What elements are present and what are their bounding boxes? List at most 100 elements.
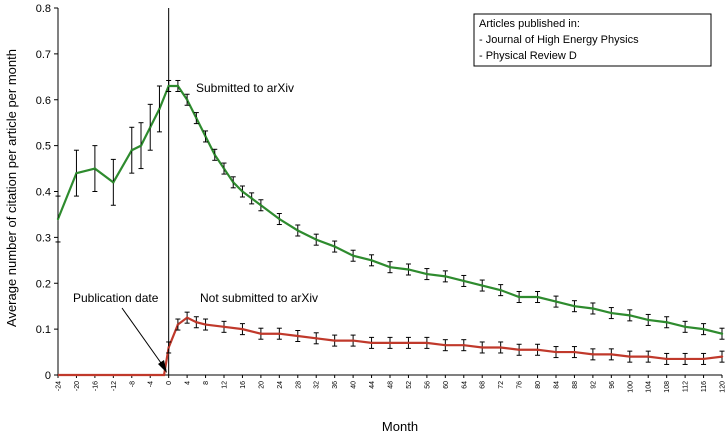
publication-date-arrowhead (158, 360, 167, 373)
data-point (167, 346, 170, 349)
x-tick-label: 64 (461, 381, 468, 389)
data-point (517, 295, 521, 299)
x-tick-label: 116 (701, 381, 708, 392)
y-tick-label: 0.1 (36, 324, 51, 336)
legend-title: Articles published in: (479, 18, 580, 30)
x-tick-label: 108 (664, 381, 671, 393)
data-point (536, 295, 539, 299)
data-point (176, 84, 180, 88)
data-point (195, 321, 198, 324)
y-axis-title: Average number of citation per article p… (4, 49, 19, 327)
x-tick-label: 120 (720, 381, 727, 393)
data-point (259, 332, 263, 335)
data-point (591, 353, 595, 356)
data-point (481, 346, 484, 349)
x-tick-label: -12 (111, 381, 118, 391)
data-point (425, 341, 429, 345)
data-point (315, 337, 318, 340)
data-point (222, 167, 226, 170)
x-tick-label: 52 (406, 381, 413, 389)
data-point (591, 307, 595, 310)
data-point (333, 245, 336, 248)
data-point (407, 341, 410, 345)
data-point (296, 334, 299, 338)
data-point (185, 98, 189, 101)
data-point (665, 357, 668, 361)
series-line-1 (58, 316, 723, 377)
data-point (232, 181, 235, 184)
data-point (296, 229, 299, 232)
data-point (56, 217, 60, 221)
data-point (278, 332, 281, 335)
x-tick-label: 56 (424, 381, 431, 389)
data-point (683, 357, 687, 361)
x-tick-label: 100 (627, 381, 634, 393)
x-tick-label: 12 (222, 381, 229, 389)
data-point (388, 341, 392, 345)
data-point (628, 355, 631, 358)
x-tick-label: 96 (609, 381, 616, 389)
data-point (250, 197, 253, 200)
data-point (112, 181, 115, 184)
data-point (499, 346, 502, 349)
plot-layer: 0 0.1 0.2 0.3 0.4 0.5 0.6 0.7 0.8 -24 -20 -16 -12 -8 -… (36, 3, 727, 393)
data-point (554, 350, 558, 354)
data-point (683, 325, 687, 329)
data-point (462, 343, 465, 347)
data-point (259, 204, 263, 207)
data-point (444, 275, 447, 278)
data-point (158, 107, 161, 111)
data-point (665, 321, 668, 324)
data-point (610, 353, 613, 356)
y-tick-label: 0.3 (36, 232, 51, 244)
x-tick-label: -4 (148, 381, 155, 387)
y-tick-label: 0.8 (36, 3, 51, 15)
y-tick-label: 0 (45, 370, 51, 382)
x-tick-label: 40 (351, 381, 358, 389)
x-tick-label: 20 (258, 381, 265, 389)
data-point (536, 348, 539, 351)
x-tick-label: -24 (56, 381, 63, 391)
y-tick-label: 0.6 (36, 95, 51, 107)
data-point (195, 116, 198, 120)
x-tick-label: -20 (74, 381, 81, 391)
x-tick-label: 16 (240, 381, 247, 389)
data-point (554, 300, 558, 303)
data-point (647, 318, 650, 322)
x-tick-label: 8 (203, 381, 210, 385)
x-tick-label: 112 (683, 381, 690, 392)
data-point (499, 288, 502, 292)
x-tick-label: 84 (554, 381, 561, 389)
data-point (167, 84, 170, 88)
data-point (388, 265, 392, 269)
data-point (93, 167, 97, 170)
x-tick-label: 88 (572, 381, 579, 389)
x-tick-label: 92 (590, 381, 597, 389)
x-tick-label: 48 (388, 381, 395, 389)
data-point (370, 341, 373, 345)
data-point (702, 357, 705, 361)
annotation-submitted: Submitted to arXiv (196, 81, 294, 95)
y-tick-label: 0.4 (36, 187, 51, 199)
data-point (628, 314, 631, 317)
series-line-0 (56, 84, 723, 335)
data-point (139, 144, 143, 147)
data-point (425, 272, 429, 276)
x-tick-label: -16 (92, 381, 99, 391)
data-point (278, 217, 281, 221)
data-point (444, 343, 447, 347)
data-point (610, 311, 613, 315)
legend-entry-jhep: - Journal of High Energy Physics (479, 34, 639, 46)
x-tick-label: 68 (480, 381, 487, 389)
data-point (573, 304, 576, 308)
data-point (702, 327, 705, 331)
data-point (75, 171, 78, 175)
legend-entry-prd: - Physical Review D (479, 50, 577, 62)
data-point (130, 149, 133, 152)
annotation-publication-date: Publication date (73, 291, 159, 305)
x-tick-label: 44 (369, 381, 376, 389)
x-axis-title: Month (382, 419, 418, 434)
y-tick-label: 0.2 (36, 278, 51, 290)
x-tick-label: 24 (277, 381, 284, 389)
